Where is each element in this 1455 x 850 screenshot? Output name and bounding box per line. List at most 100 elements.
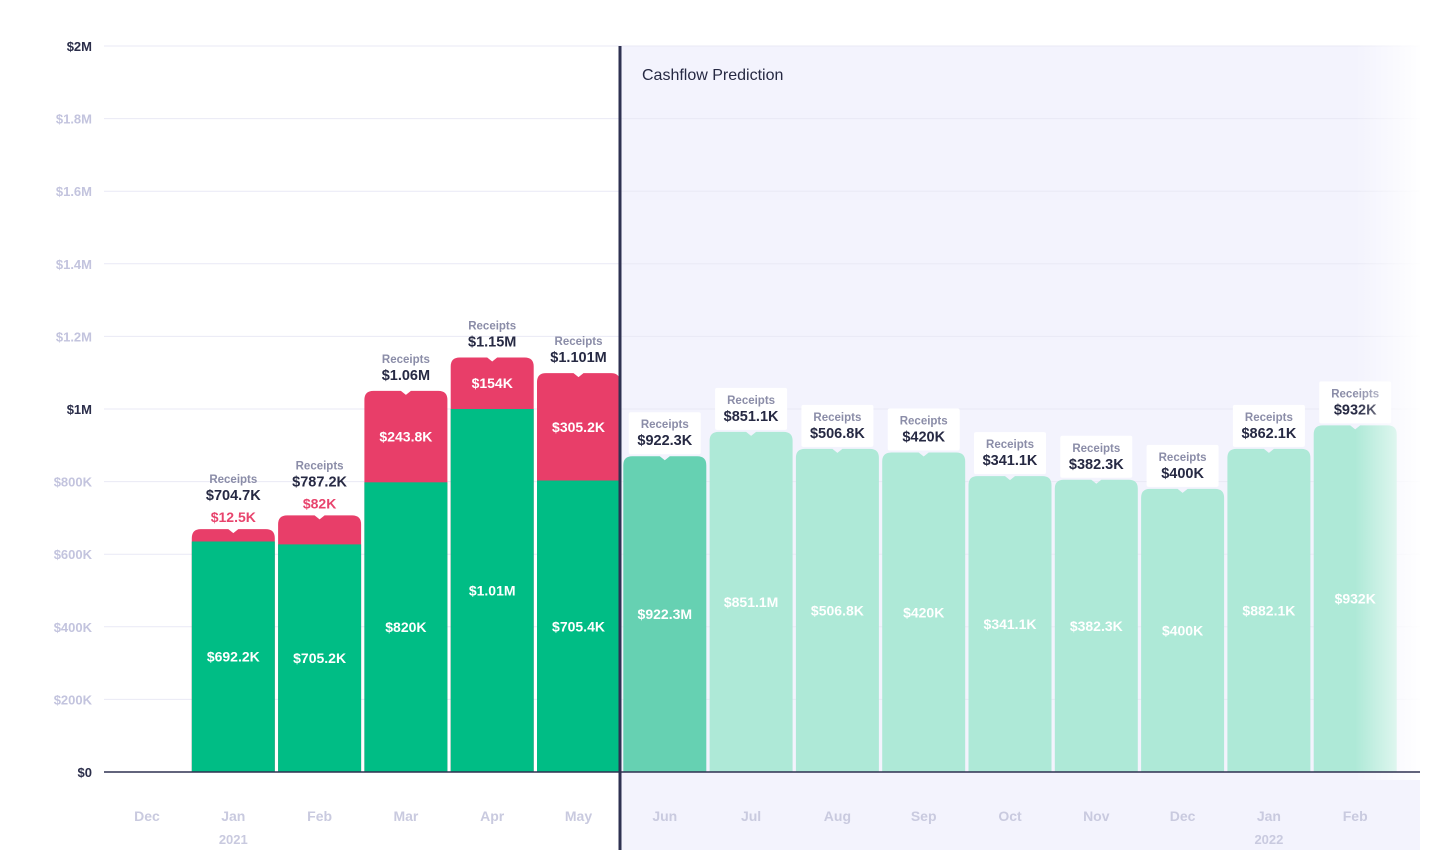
actual-bar-segment [191, 541, 275, 772]
receipts-cap-value: $1.15M [468, 334, 516, 350]
bar-group-nov: $382.3K Receipts $382.3K [1054, 435, 1138, 772]
receipts-cap-value: $787.2K [292, 474, 347, 490]
year-label: 2022 [1254, 832, 1283, 847]
y-axis: $0 $200K $400K $600K $800K $1M $1.2M $1.4M $1.6M… [54, 39, 93, 780]
bar-group-mar: $243.8K Receipts $1.06M $820K [364, 354, 448, 772]
actual-label: $1.01M [469, 583, 516, 599]
actual-bar-segment [450, 409, 534, 772]
receipts-cap-value: $420K [902, 430, 945, 446]
y-tick-label: $1.8M [56, 112, 92, 127]
prediction-label-inner: $851.1M [724, 594, 778, 610]
receipts-cap-title: Receipts [641, 419, 689, 431]
prediction-bar [1227, 448, 1311, 772]
overdue-label: $305.2K [552, 419, 605, 435]
receipts-cap-value: $922.3K [637, 433, 692, 449]
actual-label: $705.4K [552, 618, 605, 634]
receipts-cap-box [1146, 444, 1219, 487]
receipts-cap-box [1232, 404, 1305, 447]
receipts-cap-box [801, 404, 874, 447]
x-tick-label: Apr [480, 808, 505, 824]
bar-group-aug: $506.8K Receipts $506.8K [795, 404, 879, 772]
bar-group-feb: $82K Receipts $787.2K $705.2K [278, 460, 362, 772]
actual-bar-segment [278, 544, 362, 772]
receipts-cap-title: Receipts [727, 395, 775, 407]
receipts-cap-value: $851.1K [724, 409, 779, 425]
actual-bar-segment [537, 480, 620, 772]
receipts-cap-value: $704.7K [206, 488, 261, 504]
receipts-cap-title: Receipts [555, 336, 603, 348]
prediction-label-inner: $922.3M [638, 606, 692, 622]
prediction-label-inner: $341.1K [984, 616, 1037, 632]
y-tick-label: $1M [67, 402, 92, 417]
receipts-cap-title: Receipts [296, 460, 344, 472]
bar-group-oct: $341.1K Receipts $341.1K [968, 432, 1052, 772]
x-tick-label: Jan [1257, 808, 1281, 824]
receipts-cap-title: Receipts [813, 412, 861, 424]
x-tick-label: Feb [1343, 808, 1368, 824]
y-tick-label: $200K [54, 692, 93, 707]
x-tick-label: Dec [134, 808, 160, 824]
prediction-bar [968, 476, 1052, 772]
x-tick-label: Oct [998, 808, 1022, 824]
y-tick-label: $1.4M [56, 257, 92, 272]
prediction-label-inner: $400K [1162, 622, 1203, 638]
prediction-label-inner: $882.1K [1242, 602, 1295, 618]
x-tick-label: Nov [1083, 808, 1110, 824]
x-tick-label: Sep [911, 808, 937, 824]
bar-group-sep: $420K Receipts $420K [882, 408, 966, 772]
receipts-cap-title: Receipts [1072, 443, 1120, 455]
overdue-label: $82K [303, 495, 336, 511]
receipts-cap-box [887, 408, 960, 451]
y-tick-label: $400K [54, 620, 93, 635]
receipts-cap-value: $1.06M [382, 368, 430, 384]
x-tick-label: Feb [307, 808, 332, 824]
receipts-cap-title: Receipts [1159, 452, 1207, 464]
x-tick-label: Dec [1170, 808, 1196, 824]
y-tick-label: $2M [67, 39, 92, 54]
x-tick-label: Mar [393, 808, 418, 824]
actual-label: $705.2K [293, 650, 346, 666]
bar-group-apr: $154K Receipts $1.15M $1.01M [450, 320, 534, 772]
x-axis: Dec Jan Feb Mar Apr May Jun Jul Aug Sep Oct Nov Dec J… [134, 808, 1367, 847]
overdue-label: $154K [472, 375, 513, 391]
y-tick-label: $0 [78, 765, 92, 780]
x-tick-label: Jan [221, 808, 245, 824]
right-fade-overlay [1355, 40, 1425, 780]
prediction-label-inner: $506.8K [811, 602, 864, 618]
bar-group-jan: $12.5K Receipts $704.7K $692.2K [191, 474, 275, 772]
receipts-cap-value: $862.1K [1241, 426, 1296, 442]
receipts-cap-box [715, 387, 788, 430]
receipts-cap-box [1060, 435, 1133, 478]
prediction-bar [795, 448, 879, 772]
receipts-cap-value: $400K [1161, 466, 1204, 482]
receipts-cap-title: Receipts [1245, 412, 1293, 424]
prediction-label-inner: $420K [903, 604, 944, 620]
receipts-cap-title: Receipts [986, 439, 1034, 451]
receipts-cap-title: Receipts [382, 354, 430, 366]
receipts-cap-value: $1.101M [550, 350, 606, 366]
prediction-bar [1141, 488, 1225, 772]
receipts-cap-value: $506.8K [810, 426, 865, 442]
receipts-cap-title: Receipts [209, 474, 257, 486]
prediction-bar [1054, 479, 1138, 772]
bar-group-jun: $922.3M Receipts $922.3K [623, 412, 707, 772]
year-label: 2021 [219, 832, 248, 847]
receipts-cap-value: $341.1K [983, 453, 1038, 469]
receipts-cap-box [974, 432, 1046, 475]
x-tick-label: Jun [652, 808, 677, 824]
prediction-bar [623, 456, 707, 772]
actual-label: $820K [385, 619, 426, 635]
actual-bar-segment [364, 482, 448, 772]
prediction-label: Cashflow Prediction [642, 67, 783, 84]
bar-group-may: $305.2K Receipts $1.101M $705.4K [537, 336, 620, 772]
y-tick-label: $600K [54, 547, 93, 562]
prediction-bar [882, 452, 966, 772]
overdue-label: $243.8K [379, 429, 432, 445]
receipts-cap-value: $382.3K [1069, 457, 1124, 473]
bar-group-jul: $851.1M Receipts $851.1K [709, 387, 793, 772]
bar-group-dec: $400K Receipts $400K [1141, 444, 1225, 772]
receipts-cap-title: Receipts [900, 416, 948, 428]
y-tick-label: $800K [54, 475, 93, 490]
prediction-label-inner: $382.3K [1070, 618, 1123, 634]
